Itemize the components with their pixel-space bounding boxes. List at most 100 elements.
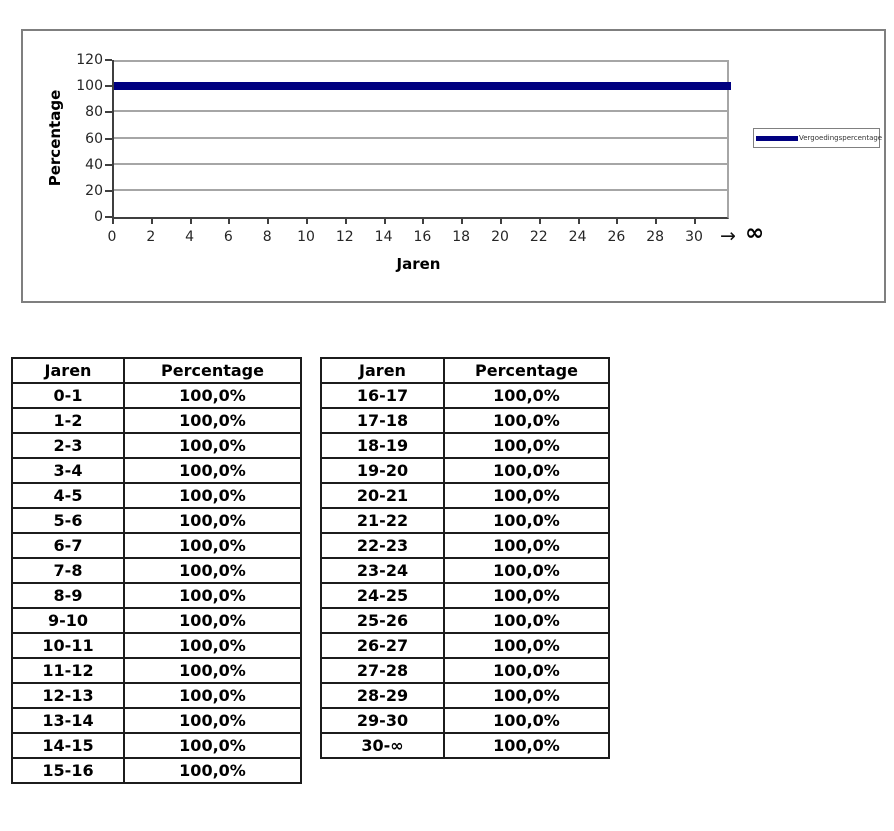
percentage-cell: 100,0% xyxy=(123,532,302,559)
table-row: 29-30 100,0% xyxy=(320,707,610,734)
jaren-cell: 14-15 xyxy=(11,732,125,759)
jaren-cell: 30-∞ xyxy=(320,732,445,759)
percentage-cell: 100,0% xyxy=(123,757,302,784)
x-tick-label: 16 xyxy=(413,229,432,245)
table-header-row: Jaren Percentage xyxy=(11,357,302,384)
percentage-cell: 100,0% xyxy=(123,682,302,709)
y-tick-label: 120 xyxy=(76,52,103,68)
jaren-cell: 5-6 xyxy=(11,507,125,534)
x-tick-label: 10 xyxy=(297,229,315,245)
table-row: 17-18 100,0% xyxy=(320,407,610,434)
jaren-cell: 21-22 xyxy=(320,507,445,534)
table-row: 8-9 100,0% xyxy=(11,582,302,609)
percentage-cell: 100,0% xyxy=(443,582,610,609)
jaren-cell: 4-5 xyxy=(11,482,125,509)
legend: Vergoedingspercentage xyxy=(753,128,883,148)
x-tick-mark xyxy=(189,219,192,224)
x-tick-label: 20 xyxy=(491,229,509,245)
x-tick-mark xyxy=(538,219,541,224)
percentage-cell: 100,0% xyxy=(443,532,610,559)
jaren-cell: 17-18 xyxy=(320,407,445,434)
jaren-cell: 7-8 xyxy=(11,557,125,584)
x-tick-mark xyxy=(694,219,696,224)
y-tick-label: 40 xyxy=(85,156,103,173)
infinity-icon: ∞ xyxy=(745,220,765,246)
jaren-cell: 16-17 xyxy=(320,382,445,409)
table-row: 22-23 100,0% xyxy=(320,532,610,559)
table-row: 4-5 100,0% xyxy=(11,482,302,509)
y-tick-label: 100 xyxy=(76,78,103,95)
x-tick-label: 6 xyxy=(223,229,233,245)
x-tick-mark xyxy=(228,219,231,224)
x-tick-label: 4 xyxy=(185,229,195,245)
percentage-cell: 100,0% xyxy=(123,707,302,734)
x-tick-mark xyxy=(383,219,386,224)
jaren-cell: 6-7 xyxy=(11,532,125,559)
gridline xyxy=(114,136,727,139)
x-tick-label: 22 xyxy=(529,229,548,245)
table-row: 20-21 100,0% xyxy=(320,482,610,509)
jaren-cell: 24-25 xyxy=(320,582,445,609)
percentage-cell: 100,0% xyxy=(443,482,610,509)
x-tick-label: 30 xyxy=(685,229,703,245)
table-row: 30-∞ 100,0% xyxy=(320,732,610,759)
jaren-cell: 29-30 xyxy=(320,707,445,734)
percentage-cell: 100,0% xyxy=(123,432,302,459)
jaren-cell: 23-24 xyxy=(320,557,445,584)
percentage-header: Percentage xyxy=(443,357,610,384)
percentage-cell: 100,0% xyxy=(443,732,610,759)
y-tick-label: 80 xyxy=(85,104,103,121)
percentage-cell: 100,0% xyxy=(443,407,610,434)
y-tick-mark xyxy=(105,189,112,192)
y-tick-mark xyxy=(105,111,112,114)
table-row: 10-11 100,0% xyxy=(11,632,302,659)
jaren-cell: 13-14 xyxy=(11,707,125,734)
y-tick-mark xyxy=(105,216,112,218)
gridline xyxy=(114,60,727,62)
x-tick-mark xyxy=(267,219,270,224)
table-row: 13-14 100,0% xyxy=(11,707,302,734)
percentage-cell: 100,0% xyxy=(443,382,610,409)
percentage-cell: 100,0% xyxy=(123,732,302,759)
plot-area xyxy=(112,60,731,219)
table-row: 6-7 100,0% xyxy=(11,532,302,559)
x-tick-label: 28 xyxy=(646,229,665,245)
x-tick-mark xyxy=(461,219,464,224)
gridline xyxy=(114,162,727,165)
legend-label: Vergoedingspercentage xyxy=(799,134,883,142)
percentage-cell: 100,0% xyxy=(443,707,610,734)
table-row: 28-29 100,0% xyxy=(320,682,610,709)
table-row: 18-19 100,0% xyxy=(320,432,610,459)
y-tick-mark xyxy=(105,163,112,166)
y-tick-mark xyxy=(105,59,112,61)
y-tick-label: 0 xyxy=(94,209,103,225)
x-tick-mark xyxy=(500,219,502,224)
y-tick-label: 20 xyxy=(85,182,103,199)
table-row: 12-13 100,0% xyxy=(11,682,302,709)
jaren-cell: 27-28 xyxy=(320,657,445,684)
x-tick-label: 2 xyxy=(146,229,156,245)
jaren-cell: 25-26 xyxy=(320,607,445,634)
percentage-cell: 100,0% xyxy=(443,432,610,459)
chart-panel: Percentage 0 20 40 60 80 100 120 0 2 4 6 8 10 12 14 16 1… xyxy=(21,29,886,303)
gridline xyxy=(114,188,727,191)
jaren-cell: 19-20 xyxy=(320,457,445,484)
x-axis-arrow-icon: → xyxy=(720,225,736,247)
jaren-cell: 0-1 xyxy=(11,382,125,409)
percentage-cell: 100,0% xyxy=(443,557,610,584)
table-row: 26-27 100,0% xyxy=(320,632,610,659)
x-tick-mark xyxy=(112,219,114,224)
x-tick-label: 14 xyxy=(374,229,393,245)
table-row: 25-26 100,0% xyxy=(320,607,610,634)
percentage-header: Percentage xyxy=(123,357,302,384)
jaren-cell: 2-3 xyxy=(11,432,125,459)
jaren-cell: 15-16 xyxy=(11,757,125,784)
y-tick-mark xyxy=(105,137,112,140)
jaren-cell: 20-21 xyxy=(320,482,445,509)
vergoedingspercentage-line xyxy=(114,82,731,91)
percentage-cell: 100,0% xyxy=(123,407,302,434)
x-tick-mark xyxy=(616,219,619,224)
table-row: 2-3 100,0% xyxy=(11,432,302,459)
x-axis-title: Jaren xyxy=(396,255,441,273)
